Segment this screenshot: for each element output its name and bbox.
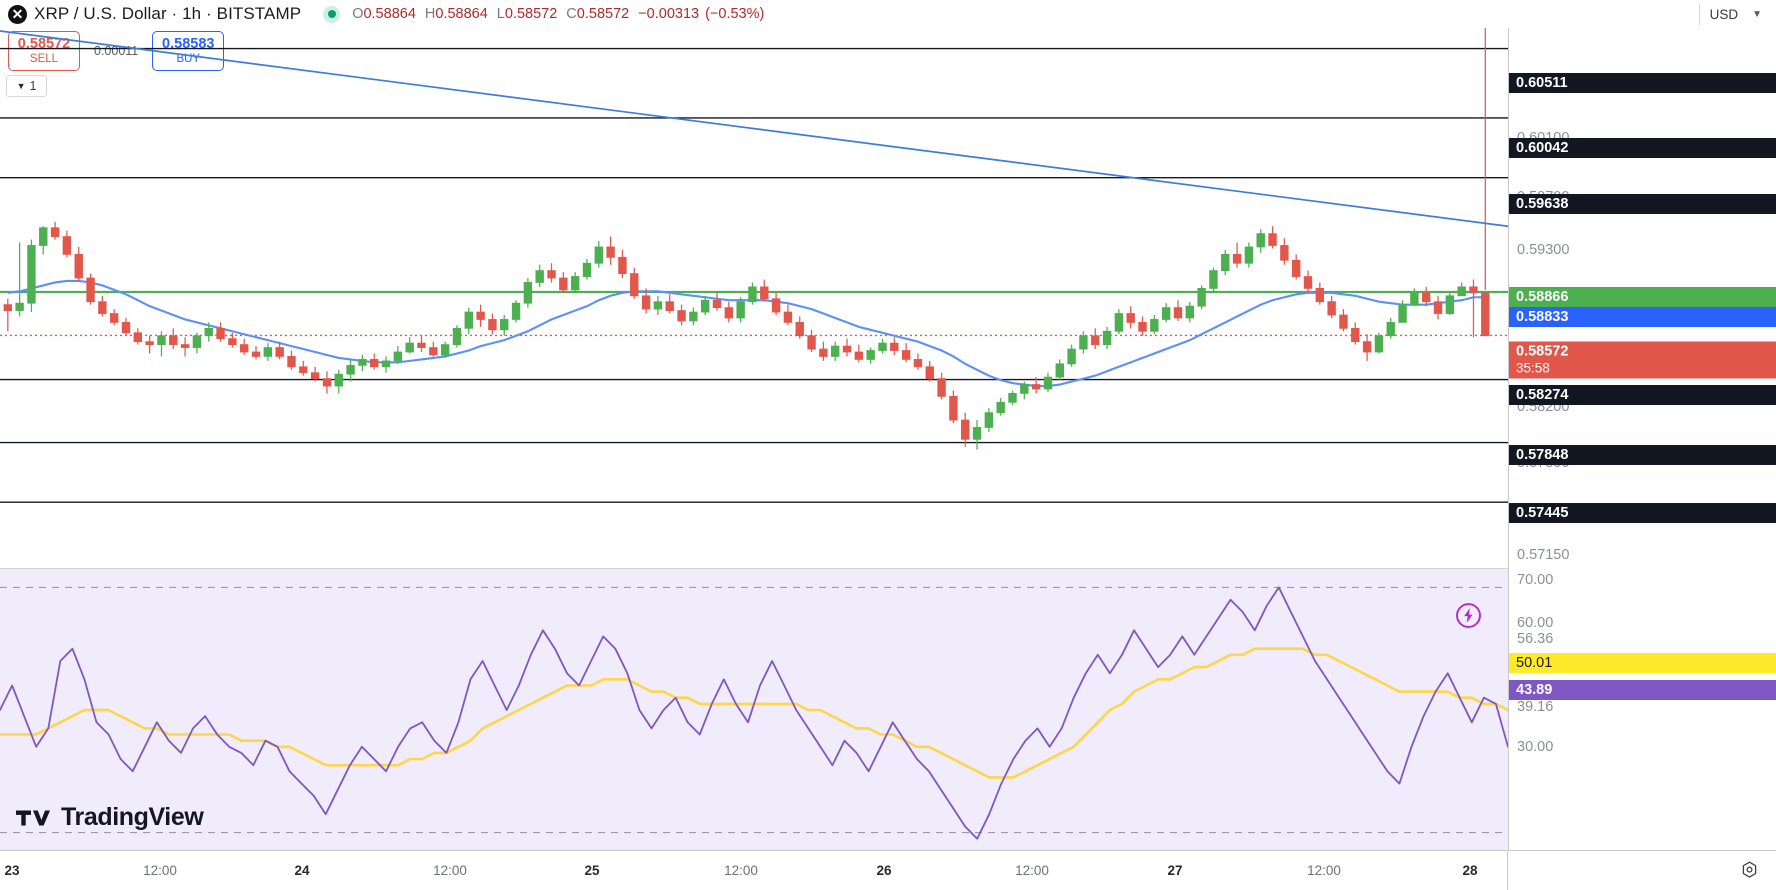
ohlc-close-label: C [566, 6, 577, 22]
ohlc-values: O 0.58864 H 0.58864 L 0.58572 C 0.58572 −0.0… [352, 6, 770, 22]
price-badge-text: 0.58572 [1516, 343, 1569, 360]
tradingview-logo-icon [16, 810, 50, 825]
rsi-tick-text: 70.00 [1517, 572, 1554, 588]
chart-legend-bar: ✕ XRP / U.S. Dollar · 1h · BITSTAMP O 0.5… [0, 0, 1776, 28]
price-badge[interactable]: 0.58866 [1509, 287, 1776, 307]
ohlc-low-value: 0.58572 [504, 6, 558, 22]
ohlc-low-label: L [496, 6, 505, 22]
countdown-text: 35:58 [1516, 360, 1550, 376]
price-tick-text: 0.59300 [1517, 242, 1570, 258]
rsi-tick-text: 60.00 [1517, 615, 1554, 631]
lightning-alert-icon[interactable] [1455, 602, 1482, 629]
rsi-tick: 70.00 [1517, 572, 1553, 588]
symbol-title[interactable]: XRP / U.S. Dollar · 1h · BITSTAMP [34, 4, 302, 23]
price-tick-text: 0.57150 [1517, 547, 1570, 563]
currency-selector-label: USD [1709, 7, 1739, 22]
change-percent: (−0.53%) [705, 6, 765, 22]
time-label: 12:00 [1307, 863, 1341, 878]
change-absolute: −0.00313 [638, 6, 700, 22]
time-scale-divider [1507, 851, 1508, 890]
sell-label: SELL [29, 52, 59, 65]
price-badge-text: 0.58866 [1516, 289, 1569, 305]
market-open-dot-icon [323, 5, 341, 23]
price-badge[interactable]: 0.58833 [1509, 307, 1776, 327]
price-badge-text: 0.58274 [1516, 387, 1569, 403]
ohlc-high-value: 0.58864 [435, 6, 488, 22]
time-label: 12:00 [1015, 863, 1049, 878]
time-label: 28 [1462, 863, 1478, 878]
rsi-tick-text: 30.00 [1517, 739, 1554, 755]
price-badge[interactable]: 0.60511 [1509, 73, 1776, 93]
time-label: 12:00 [433, 863, 467, 878]
time-label: 12:00 [143, 863, 177, 878]
rsi-badge-text: 50.01 [1516, 655, 1553, 671]
price-badge[interactable]: 0.59638 [1509, 194, 1776, 214]
chevron-down-icon: ▼ [1752, 9, 1762, 20]
price-badge[interactable]: 0.57445 [1509, 503, 1776, 523]
time-label: 23 [4, 863, 20, 878]
ohlc-open-value: 0.58864 [363, 6, 416, 22]
price-badge-text: 0.58833 [1516, 309, 1569, 325]
time-label: 27 [1167, 863, 1183, 878]
pane-collapse-label: 1 [29, 79, 37, 93]
price-badge-text: 0.59638 [1516, 196, 1569, 212]
price-badge[interactable]: 0.57848 [1509, 445, 1776, 465]
price-badge[interactable]: 0.58274 [1509, 385, 1776, 405]
rsi-badge-text: 43.89 [1516, 682, 1553, 698]
time-label: 25 [584, 863, 600, 878]
ohlc-close-value: 0.58572 [576, 6, 630, 22]
x-logo-icon: ✕ [8, 4, 27, 24]
rsi-badge[interactable]: 50.01 [1509, 653, 1776, 673]
price-scale[interactable]: 0.601000.597000.593000.582000.578000.574… [1508, 28, 1776, 850]
chevron-down-icon: ▼ [16, 81, 26, 91]
currency-selector[interactable]: USD ▼ [1698, 4, 1766, 25]
time-scale[interactable]: 23 12:00 24 12:00 25 12:00 26 12:00 27 12:00 28 [0, 850, 1776, 890]
price-tick: 0.59300 [1517, 242, 1569, 258]
price-badge[interactable]: 0.60042 [1509, 138, 1776, 158]
rsi-tick: 30.00 [1517, 739, 1553, 755]
pane-collapse-tag[interactable]: ▼ 1 [6, 75, 47, 97]
ohlc-open-label: O [352, 6, 364, 22]
rsi-tick-text: 39.16 [1517, 699, 1554, 715]
chart-settings-gear-icon[interactable] [1739, 860, 1760, 881]
price-badge-text: 0.57445 [1516, 505, 1569, 521]
price-badge[interactable]: 0.58572 35:58 [1509, 341, 1776, 379]
rsi-badge[interactable]: 43.89 [1509, 680, 1776, 700]
rsi-canvas [0, 586, 1508, 840]
time-label: 26 [876, 863, 892, 878]
rsi-tick: 60.00 [1517, 615, 1553, 631]
price-chart-pane[interactable] [0, 28, 1508, 568]
candlestick-canvas [0, 28, 1508, 503]
rsi-tick-text: 56.36 [1517, 631, 1554, 647]
rsi-tick: 56.36 [1517, 631, 1553, 647]
price-badge-text: 0.57848 [1516, 447, 1569, 463]
time-label: 24 [294, 863, 310, 878]
price-badge-text: 0.60511 [1516, 75, 1568, 91]
tradingview-watermark-text: TradingView [61, 803, 204, 831]
time-label: 12:00 [724, 863, 758, 878]
ohlc-high-label: H [424, 6, 436, 22]
tradingview-watermark: TradingView [16, 803, 204, 832]
price-tick: 0.57150 [1517, 547, 1569, 563]
price-badge-text: 0.60042 [1516, 140, 1569, 156]
rsi-indicator-pane[interactable] [0, 568, 1508, 850]
rsi-tick: 39.16 [1517, 699, 1553, 715]
